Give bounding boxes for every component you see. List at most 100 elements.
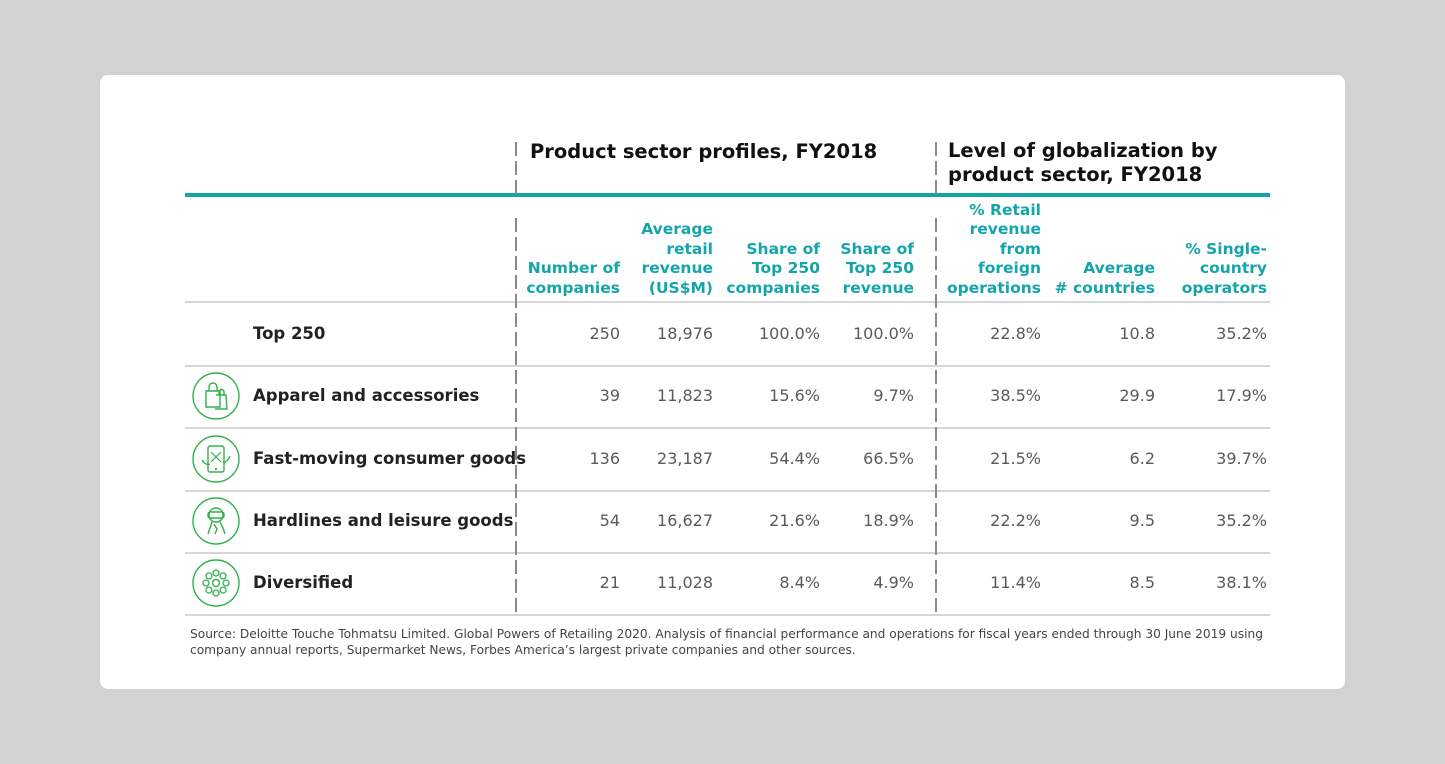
divider-dash-1 bbox=[515, 313, 517, 327]
table-cell: 23,187 bbox=[657, 449, 713, 468]
divider-dash-2 bbox=[935, 275, 937, 289]
group-title-globalization-line2: product sector, FY2018 bbox=[948, 163, 1203, 186]
table-cell: 11.4% bbox=[990, 573, 1041, 592]
row-label: Hardlines and leisure goods bbox=[253, 511, 514, 530]
divider-dash-1 bbox=[515, 598, 517, 612]
table-cell: 21.5% bbox=[990, 449, 1041, 468]
column-header-1: Number of companies bbox=[490, 259, 620, 298]
divider-dash-2 bbox=[935, 218, 937, 232]
divider-dash-1 bbox=[515, 389, 517, 403]
table-cell: 100.0% bbox=[758, 324, 820, 343]
column-header-line: companies bbox=[526, 278, 620, 297]
group-title-globalization: Level of globalization by product sector… bbox=[948, 139, 1218, 187]
table-cell: 35.2% bbox=[1216, 324, 1267, 343]
table-cell: 22.8% bbox=[990, 324, 1041, 343]
table-card bbox=[100, 75, 1345, 689]
divider-dash-1 bbox=[515, 408, 517, 422]
table-cell: 21 bbox=[599, 573, 620, 592]
divider-dash-1 bbox=[515, 142, 517, 156]
divider-dash-1 bbox=[515, 560, 517, 574]
divider-dash-2 bbox=[935, 503, 937, 517]
divider-dash-2 bbox=[935, 560, 937, 574]
table-cell: 16,627 bbox=[657, 511, 713, 530]
table-cell: 18.9% bbox=[863, 511, 914, 530]
table-cell: 9.5 bbox=[1129, 511, 1155, 530]
column-header-line: revenue bbox=[641, 259, 713, 277]
divider-dash-2 bbox=[935, 142, 937, 156]
group-title-profiles: Product sector profiles, FY2018 bbox=[530, 140, 878, 163]
divider-dash-1 bbox=[515, 370, 517, 384]
table-cell: 11,823 bbox=[657, 386, 713, 405]
divider-dash-1 bbox=[515, 294, 517, 308]
table-cell: 250 bbox=[589, 324, 620, 343]
row-rule bbox=[185, 427, 1270, 429]
divider-dash-2 bbox=[935, 313, 937, 327]
network-nodes-icon bbox=[191, 558, 241, 608]
column-header-rule bbox=[185, 301, 1270, 303]
table-cell: 11,028 bbox=[657, 573, 713, 592]
table-cell: 39 bbox=[599, 386, 620, 405]
column-header-line: Number of bbox=[527, 259, 620, 277]
row-rule bbox=[185, 365, 1270, 367]
column-header-line: foreign bbox=[978, 259, 1041, 277]
column-header-line: revenue bbox=[842, 278, 914, 297]
divider-dash-1 bbox=[515, 484, 517, 498]
table-cell: 15.6% bbox=[769, 386, 820, 405]
divider-dash-2 bbox=[935, 465, 937, 479]
divider-dash-1 bbox=[515, 465, 517, 479]
divider-dash-2 bbox=[935, 351, 937, 365]
column-header-line: Share of bbox=[840, 239, 914, 258]
divider-dash-1 bbox=[515, 446, 517, 460]
divider-dash-1 bbox=[515, 275, 517, 289]
divider-dash-1 bbox=[515, 161, 517, 175]
divider-dash-2 bbox=[935, 541, 937, 555]
source-note: Source: Deloitte Touche Tohmatsu Limited… bbox=[190, 627, 1263, 657]
column-header-line: country bbox=[1199, 259, 1267, 277]
divider-dash-2 bbox=[935, 579, 937, 593]
divider-dash-2 bbox=[935, 370, 937, 384]
divider-dash-2 bbox=[935, 446, 937, 460]
table-cell: 8.4% bbox=[779, 573, 820, 592]
table-cell: 100.0% bbox=[852, 324, 914, 343]
divider-dash-1 bbox=[515, 237, 517, 251]
column-header-7: % Single-country operators bbox=[1137, 240, 1267, 299]
column-header-6: Average # countries bbox=[1025, 259, 1155, 298]
divider-dash-2 bbox=[935, 180, 937, 194]
column-header-line: Average bbox=[1083, 259, 1155, 277]
table-cell: 38.1% bbox=[1216, 573, 1267, 592]
row-rule bbox=[185, 552, 1270, 554]
divider-dash-2 bbox=[935, 389, 937, 403]
divider-dash-2 bbox=[935, 332, 937, 346]
table-cell: 21.6% bbox=[769, 511, 820, 530]
divider-dash-1 bbox=[515, 180, 517, 194]
row-label: Apparel and accessories bbox=[253, 386, 480, 405]
column-header-line: Average bbox=[641, 220, 713, 238]
table-cell: 17.9% bbox=[1216, 386, 1267, 405]
table-cell: 4.9% bbox=[873, 573, 914, 592]
column-header-line: (US$M) bbox=[648, 278, 713, 297]
divider-dash-2 bbox=[935, 484, 937, 498]
divider-dash-2 bbox=[935, 408, 937, 422]
divider-dash-2 bbox=[935, 522, 937, 536]
divider-dash-1 bbox=[515, 351, 517, 365]
row-rule bbox=[185, 614, 1270, 616]
column-header-line: revenue bbox=[969, 220, 1041, 238]
table-cell: 54 bbox=[599, 511, 620, 530]
column-header-line: % Retail bbox=[969, 200, 1041, 219]
table-cell: 10.8 bbox=[1119, 324, 1155, 343]
row-label: Top 250 bbox=[253, 324, 326, 343]
table-cell: 29.9 bbox=[1119, 386, 1155, 405]
column-header-line: Top 250 bbox=[845, 259, 914, 277]
header-rule bbox=[185, 193, 1270, 197]
table-cell: 6.2 bbox=[1129, 449, 1155, 468]
divider-dash-1 bbox=[515, 541, 517, 555]
table-cell: 35.2% bbox=[1216, 511, 1267, 530]
column-header-line: Share of bbox=[746, 239, 820, 258]
table-cell: 38.5% bbox=[990, 386, 1041, 405]
divider-dash-2 bbox=[935, 598, 937, 612]
divider-dash-2 bbox=[935, 256, 937, 270]
vr-headset-icon bbox=[191, 496, 241, 546]
row-rule bbox=[185, 490, 1270, 492]
column-header-line: Top 250 bbox=[751, 259, 820, 277]
